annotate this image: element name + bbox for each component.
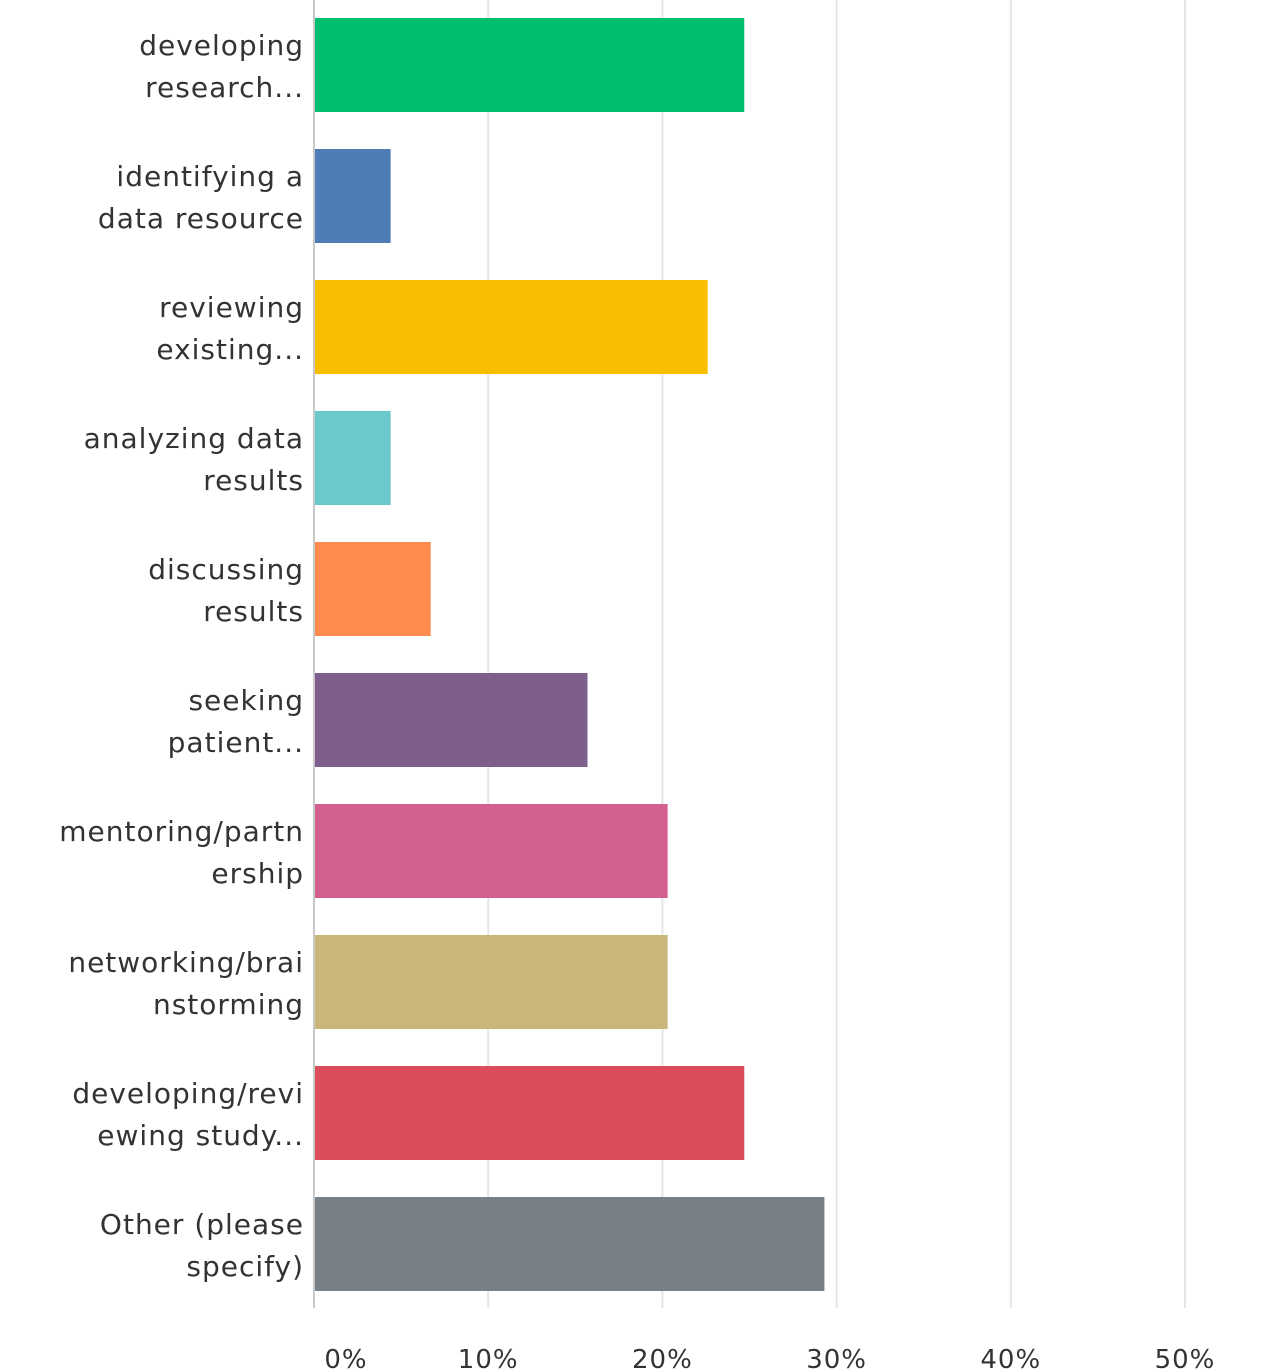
x-tick-labels: 0% 10% 20% 30% 40% 50% [324,1345,1216,1372]
category-label: identifying a data resource [98,160,304,235]
bar [315,280,708,374]
bar [315,542,431,636]
x-tick-label: 40% [980,1345,1041,1372]
category-label-line: existing... [156,333,304,366]
bar [315,935,668,1029]
category-label-line: research... [145,71,304,104]
category-label: discussing results [148,553,304,628]
category-label-line: results [203,595,304,628]
category-label: seeking patient... [168,684,304,759]
category-label-line: results [203,464,304,497]
category-label: developing/revi ewing study... [72,1077,304,1152]
x-tick-label: 20% [632,1345,693,1372]
bar [315,18,745,112]
x-tick-label: 10% [458,1345,519,1372]
category-label-line: ewing study... [97,1119,304,1152]
bar [315,804,668,898]
category-label-line: patient... [168,726,304,759]
category-label: mentoring/partn ership [59,815,304,890]
category-label: developing research... [139,29,304,104]
category-label-line: discussing [148,553,304,586]
bar [315,1066,745,1160]
category-labels: developing research... identifying a data r… [59,29,304,1283]
category-label-line: mentoring/partn [59,815,304,848]
category-label: networking/brai nstorming [68,946,304,1021]
category-label-line: developing/revi [72,1077,304,1110]
x-tick-label: 50% [1155,1345,1216,1372]
category-label: analyzing data results [84,422,304,497]
category-label-line: identifying a [116,160,304,193]
category-label-line: ership [211,857,304,890]
category-label-line: analyzing data [84,422,304,455]
category-label-line: networking/brai [68,946,304,979]
x-tick-label: 30% [806,1345,867,1372]
category-label-line: seeking [188,684,304,717]
category-label-line: specify) [186,1250,304,1283]
bar [315,149,391,243]
x-tick-label: 0% [324,1345,367,1372]
bar [315,1197,825,1291]
category-label-line: data resource [98,202,304,235]
category-label-line: developing [139,29,304,62]
category-label-line: Other (please [100,1208,304,1241]
category-label-line: nstorming [153,988,304,1021]
category-label: Other (please specify) [100,1208,304,1283]
category-label-line: reviewing [159,291,304,324]
category-label: reviewing existing... [156,291,304,366]
bar [315,673,588,767]
bar [315,411,391,505]
bars [315,18,825,1291]
